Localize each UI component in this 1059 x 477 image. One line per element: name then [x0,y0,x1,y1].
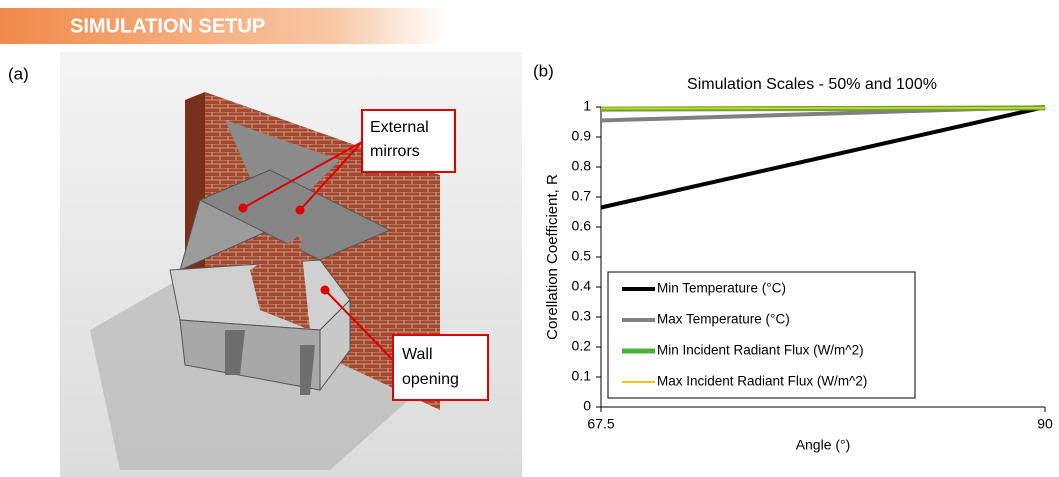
y-tick-label: 0 [583,398,591,414]
y-tick-label: 0.1 [572,368,592,384]
y-tick-label: 0.2 [572,338,592,354]
y-tick-label: 0.4 [572,278,592,294]
x-tick-label: 90 [1037,416,1053,432]
legend-label: Min Temperature (°C) [657,281,786,296]
chart-title: Simulation Scales - 50% and 100% [687,76,937,93]
legend-label: Max Incident Radiant Flux (W/m^2) [657,374,867,389]
callout: Wall opening [402,346,459,388]
callout-text: External mirrors [370,119,429,160]
leg [225,330,245,375]
legend-label: Min Incident Radiant Flux (W/m^2) [657,343,864,358]
box-side [319,298,351,392]
panel-label: (b) [533,61,554,80]
y-tick-label: 0.9 [572,128,592,144]
chart: Simulation Scales - 50% and 100% Angle (… [544,76,1053,452]
mirror [198,169,392,261]
y-axis-label: Corellation Coefficient, R [544,174,561,340]
y-tick-label: 0.6 [572,218,592,234]
x-tick-label: 67.5 [587,416,614,432]
series-line [600,105,1046,210]
callout-dot [295,205,305,215]
header-title: SIMULATION SETUP [70,15,265,37]
legend-label: Max Temperature (°C) [657,312,790,327]
y-tick-label: 0.8 [572,158,592,174]
callout-box [392,334,489,401]
series-line [600,106,1046,110]
y-tick-label: 0.3 [572,308,592,324]
callout-lines [242,141,394,361]
leg [300,345,315,395]
callout: External mirrors [370,119,429,160]
panel-label: (a) [8,64,29,83]
callout-dot [320,285,330,295]
callout-dot [238,203,248,213]
callout-box [361,109,456,173]
opening [250,235,310,330]
illustration: External mirrors Wall opening [60,52,522,477]
x-axis-label: Angle (°) [796,437,851,453]
y-tick-label: 1 [583,98,591,114]
legend-box [607,271,916,399]
y-tick-label: 0.5 [572,248,592,264]
y-tick-label: 0.7 [572,188,592,204]
header-band [0,8,445,44]
callout-text: Wall opening [402,346,459,388]
